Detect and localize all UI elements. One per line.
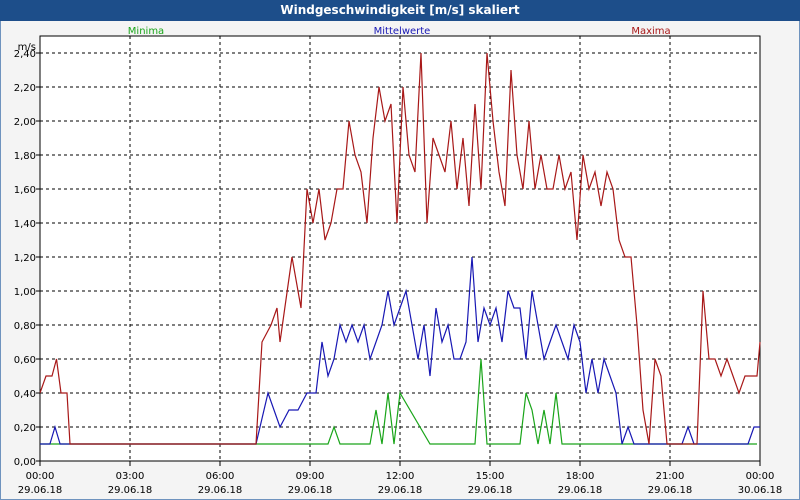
x-tick-time-label: 12:00: [386, 471, 415, 482]
y-tick-label: 1,00: [14, 287, 36, 298]
legend-entry-maxima: Maxima: [631, 26, 670, 37]
series-line-maxima: [39, 52, 761, 445]
x-tick-time-label: 06:00: [206, 471, 235, 482]
x-tick-date-label: 29.06.18: [468, 485, 513, 496]
x-tick-time-label: 09:00: [296, 471, 325, 482]
x-tick-date-label: 29.06.18: [558, 485, 603, 496]
x-tick-time-label: 15:00: [476, 471, 505, 482]
x-tick-date-label: 30.06.18: [738, 485, 783, 496]
x-tick-date-label: 29.06.18: [648, 485, 693, 496]
series-lines: [39, 52, 761, 445]
series-line-minima: [40, 358, 757, 445]
y-tick-label: 2,20: [14, 83, 36, 94]
y-tick-label: 0,40: [14, 389, 36, 400]
legend-entry-minima: Minima: [128, 26, 164, 37]
chart-title: Windgeschwindigkeit [m/s] skaliert: [0, 0, 800, 21]
axis-labels: 0,00 0,20 0,40 0,60 0,80 1,00 1,20 1,40 1,60 1,80…: [14, 42, 783, 496]
x-tick-date-label: 29.06.18: [288, 485, 333, 496]
x-tick-time-label: 00:00: [26, 471, 55, 482]
x-tick-date-label: 29.06.18: [378, 485, 423, 496]
y-tick-label: 2,00: [14, 117, 36, 128]
y-tick-label: 1,20: [14, 253, 36, 264]
x-tick-time-label: 00:00: [746, 471, 775, 482]
y-tick-label: 1,80: [14, 151, 36, 162]
y-tick-label: 0,00: [14, 457, 36, 468]
y-tick-label: 0,20: [14, 423, 36, 434]
x-tick-date-label: 29.06.18: [198, 485, 243, 496]
x-tick-date-label: 29.06.18: [18, 485, 63, 496]
y-tick-label: 1,40: [14, 219, 36, 230]
y-axis-label: m/s: [18, 42, 36, 53]
y-tick-label: 0,60: [14, 355, 36, 366]
x-tick-time-label: 18:00: [566, 471, 595, 482]
x-tick-time-label: 21:00: [656, 471, 685, 482]
y-tick-label: 1,60: [14, 185, 36, 196]
y-tick-label: 2,40: [14, 49, 36, 60]
x-tick-date-label: 29.06.18: [108, 485, 153, 496]
legend-entry-mittelwerte: Mittelwerte: [374, 26, 431, 37]
legend: Minima Mittelwerte Maxima: [128, 26, 671, 37]
x-tick-time-label: 03:00: [116, 471, 145, 482]
y-tick-label: 0,80: [14, 321, 36, 332]
